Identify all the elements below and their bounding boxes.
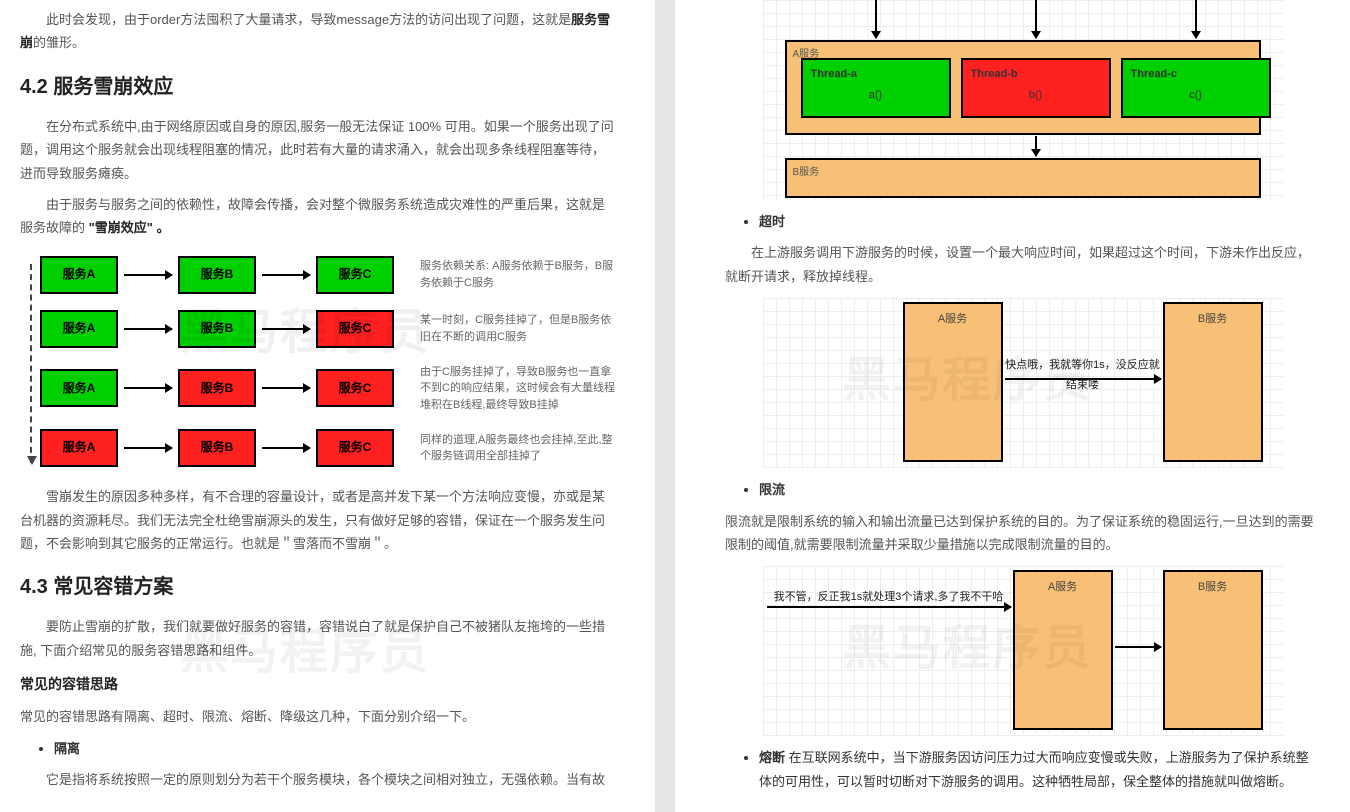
fn: b() xyxy=(963,86,1109,106)
para: 由于服务与服务之间的依赖性，故障会传播，会对整个微服务系统造成灾难性的严重后果，… xyxy=(20,193,615,240)
arrow-right-icon xyxy=(262,274,310,276)
arrow-label: 快点哦，我就等你1s，没反应就结束喽 xyxy=(1003,356,1163,396)
bullet-list: 限流 xyxy=(759,478,1320,501)
bullet-timeout: 超时 xyxy=(759,210,1320,233)
thread-box-c: Thread-cc() xyxy=(1121,58,1271,118)
diagram-row: 服务A服务B服务C服务依赖关系: A服务依赖于B服务，B服务依赖于C服务 xyxy=(40,256,615,294)
diagram-row: 服务A服务B服务C同样的道理,A服务最终也会挂掉,至此,整个服务链调用全部挂掉了 xyxy=(40,429,615,467)
arrow-right-icon xyxy=(124,274,172,276)
arrow-down-icon xyxy=(1035,136,1037,156)
text: 此时会发现，由于order方法囤积了大量请求，导致message方法的访问出现了… xyxy=(46,12,571,27)
bullet-isolation: 隔离 xyxy=(54,737,615,760)
para-intro: 此时会发现，由于order方法囤积了大量请求，导致message方法的访问出现了… xyxy=(20,8,615,55)
service-box: 服务A xyxy=(40,256,118,294)
label: A服务 xyxy=(1015,578,1111,598)
arrow-down-icon xyxy=(875,0,877,38)
bullet-ratelimit: 限流 xyxy=(759,478,1320,501)
label: Thread-b xyxy=(971,65,1018,85)
service-box: 服务A xyxy=(40,310,118,348)
bullet-list: 熔断 在互联网系统中，当下游服务因访问压力过大而响应变慢或失败，上游服务为了保护… xyxy=(759,746,1320,793)
diagram-row: 服务A服务B服务C由于C服务挂掉了，导致B服务也一直拿不到C的响应结果，这时候会… xyxy=(40,364,615,414)
arrow-down-icon xyxy=(1035,0,1037,38)
service-box: 服务C xyxy=(316,256,394,294)
service-box: 服务C xyxy=(316,429,394,467)
bullet-title: 熔断 xyxy=(759,750,785,765)
label: Thread-c xyxy=(1131,65,1177,85)
service-box: 服务B xyxy=(178,369,256,407)
bullet-list: 隔离 xyxy=(54,737,615,760)
avalanche-diagram: 服务A服务B服务C服务依赖关系: A服务依赖于B服务，B服务依赖于C服务服务A服… xyxy=(20,256,615,468)
row-label: 服务依赖关系: A服务依赖于B服务，B服务依赖于C服务 xyxy=(420,258,620,291)
row-label: 由于C服务挂掉了，导致B服务也一直拿不到C的响应结果，这时候会有大量线程堆积在B… xyxy=(420,364,620,414)
heading-4-3: 4.3 常见容错方案 xyxy=(20,569,615,605)
para: 雪崩发生的原因多种多样，有不合理的容量设计，或者是高并发下某一个方法响应变慢，亦… xyxy=(20,485,615,555)
arrow-right-icon xyxy=(1115,646,1161,648)
arrow-right-icon xyxy=(124,447,172,449)
b-service-box: B服务 xyxy=(1163,570,1263,730)
timeline-arrow xyxy=(30,264,32,464)
right-column: A服务 Thread-aa() Thread-bb() Thread-cc() … xyxy=(675,0,1350,812)
service-box: 服务C xyxy=(316,310,394,348)
thread-box-b: Thread-bb() xyxy=(961,58,1111,118)
service-box: 服务B xyxy=(178,429,256,467)
diagram-row: 服务A服务B服务C某一时刻，C服务挂掉了，但是B服务依旧在不断的调用C服务 xyxy=(40,310,615,348)
arrow-right-icon xyxy=(262,387,310,389)
b-service-container: B服务 xyxy=(785,158,1261,198)
para: 它是指将系统按照一定的原则划分为若干个服务模块，各个模块之间相对独立，无强依赖。… xyxy=(20,768,615,791)
para: 在上游服务调用下游服务的时候，设置一个最大响应时间，如果超过这个时间，下游未作出… xyxy=(725,241,1320,288)
a-service-box: A服务 xyxy=(1013,570,1113,730)
arrow-right-icon xyxy=(262,447,310,449)
service-box: 服务B xyxy=(178,310,256,348)
fn: c() xyxy=(1123,86,1269,106)
timeout-diagram: A服务 B服务 快点哦，我就等你1s，没反应就结束喽 黑马程序员 xyxy=(763,298,1283,468)
text: 的雏形。 xyxy=(33,35,85,50)
label: B服务 xyxy=(1165,310,1261,330)
para: 常见的容错思路有隔离、超时、限流、熔断、降级这几种，下面分别介绍一下。 xyxy=(20,705,615,728)
label: B服务 xyxy=(1165,578,1261,598)
bullet-list: 超时 xyxy=(759,210,1320,233)
ratelimit-diagram: A服务 B服务 我不管，反正我1s就处理3个请求,多了我不干哈 黑马程序员 xyxy=(763,566,1283,736)
bullet-desc: 在互联网系统中，当下游服务因访问压力过大而响应变慢或失败，上游服务为了保护系统整… xyxy=(759,750,1309,788)
arrow-right-icon xyxy=(124,387,172,389)
fn: a() xyxy=(803,86,949,106)
bullet-fuse: 熔断 在互联网系统中，当下游服务因访问压力过大而响应变慢或失败，上游服务为了保护… xyxy=(759,746,1320,793)
row-label: 同样的道理,A服务最终也会挂掉,至此,整个服务链调用全部挂掉了 xyxy=(420,432,620,465)
thread-diagram: A服务 Thread-aa() Thread-bb() Thread-cc() … xyxy=(763,0,1283,200)
label: A服务 xyxy=(905,310,1001,330)
service-box: 服务A xyxy=(40,369,118,407)
left-column: 此时会发现，由于order方法囤积了大量请求，导致message方法的访问出现了… xyxy=(0,0,675,812)
para: 在分布式系统中,由于网络原因或自身的原因,服务一般无法保证 100% 可用。如果… xyxy=(20,115,615,185)
b-service-box: B服务 xyxy=(1163,302,1263,462)
arrow-right-icon xyxy=(262,328,310,330)
bold-text: "雪崩效应" 。 xyxy=(89,220,170,235)
label: B服务 xyxy=(793,164,820,182)
arrow-down-icon xyxy=(1195,0,1197,38)
arrow-right-icon xyxy=(124,328,172,330)
thread-box-a: Thread-aa() xyxy=(801,58,951,118)
service-box: 服务A xyxy=(40,429,118,467)
service-box: 服务C xyxy=(316,369,394,407)
arrow-label: 我不管，反正我1s就处理3个请求,多了我不干哈 xyxy=(767,588,1011,608)
para: 限流就是限制系统的输入和输出流量已达到保护系统的目的。为了保证系统的稳固运行,一… xyxy=(725,510,1320,557)
subheading: 常见的容错思路 xyxy=(20,672,615,697)
service-box: 服务B xyxy=(178,256,256,294)
row-label: 某一时刻，C服务挂掉了，但是B服务依旧在不断的调用C服务 xyxy=(420,312,620,345)
label: Thread-a xyxy=(811,65,857,85)
para: 要防止雪崩的扩散，我们就要做好服务的容错，容错说白了就是保护自己不被猪队友拖垮的… xyxy=(20,615,615,662)
heading-4-2: 4.2 服务雪崩效应 xyxy=(20,69,615,105)
a-service-box: A服务 xyxy=(903,302,1003,462)
